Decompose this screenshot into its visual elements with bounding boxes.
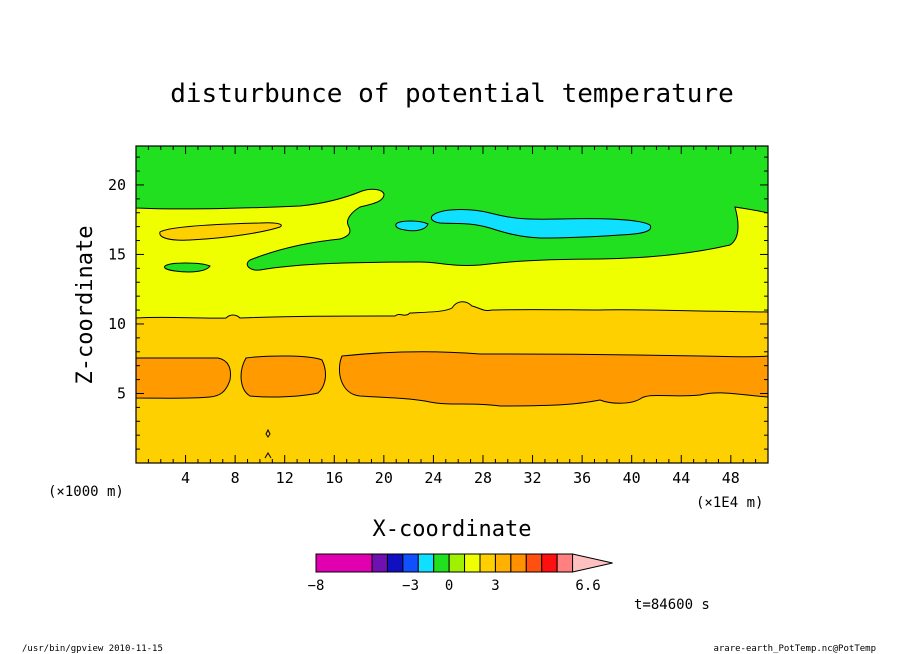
colorbar-segment xyxy=(371,553,388,573)
colorbar-segment xyxy=(448,553,466,573)
x-tick-label: 40 xyxy=(623,469,641,487)
colorbar-label: −3 xyxy=(402,578,419,594)
small-contour-1 xyxy=(265,428,271,438)
colorbar: −8 −3 0 3 6.6 xyxy=(308,553,613,594)
band-0-1-patch xyxy=(159,222,282,241)
colorbar-label: 3 xyxy=(491,578,499,594)
footer-right: arare-earth_PotTemp.nc@PotTemp xyxy=(713,644,876,654)
y-tick-label: 15 xyxy=(108,245,126,263)
colorbar-segment xyxy=(479,553,496,573)
colorbar-segment xyxy=(541,553,558,573)
x-tick-label: 4 xyxy=(181,469,190,487)
colorbar-segment xyxy=(510,553,527,573)
x-unit-right: (×1E4 m) xyxy=(696,495,763,511)
x-tick-label: 8 xyxy=(231,469,240,487)
band-1-2-c xyxy=(338,351,769,407)
band-neg3-neg2 xyxy=(430,209,652,239)
x-tick-label: 24 xyxy=(424,469,442,487)
x-axis: 4 8 12 16 20 24 28 32 36 40 44 48 xyxy=(147,146,757,487)
colorbar-segment xyxy=(417,553,435,573)
time-label: t=84600 s xyxy=(634,597,710,613)
x-tick-label: 48 xyxy=(722,469,740,487)
colorbar-label: 6.6 xyxy=(575,578,600,594)
x-tick-label: 12 xyxy=(276,469,294,487)
chart-title: disturbunce of potential temperature xyxy=(170,79,734,109)
colorbar-segment xyxy=(386,553,404,573)
colorbar-segment xyxy=(556,553,574,573)
colorbar-segment xyxy=(464,553,481,573)
x-tick-label: 16 xyxy=(325,469,343,487)
y-axis: 5 10 15 20 xyxy=(108,156,768,450)
band-1-2-b xyxy=(240,355,326,398)
band-neg2-neg1 xyxy=(135,145,769,271)
colorbar-label: 0 xyxy=(445,578,453,594)
colorbar-arrow xyxy=(572,553,613,573)
footer-left: /usr/bin/gpview 2010-11-15 xyxy=(22,644,163,654)
x-tick-label: 32 xyxy=(524,469,542,487)
colorbar-segment xyxy=(525,553,543,573)
y-tick-label: 10 xyxy=(108,315,126,333)
x-tick-label: 20 xyxy=(375,469,393,487)
x-tick-label: 28 xyxy=(474,469,492,487)
contour-field xyxy=(135,145,769,464)
colorbar-label: −8 xyxy=(308,578,325,594)
x-tick-label: 36 xyxy=(573,469,591,487)
band-neg2-neg1-small xyxy=(164,262,211,273)
colorbar-segment xyxy=(433,553,450,573)
small-contour-2 xyxy=(264,452,272,459)
colorbar-segment xyxy=(494,553,512,573)
x-tick-label: 44 xyxy=(672,469,690,487)
colorbar-segment xyxy=(315,553,373,573)
y-tick-label: 5 xyxy=(117,384,126,402)
plot-frame xyxy=(135,145,769,464)
x-unit-left: (×1000 m) xyxy=(48,484,124,500)
colorbar-segment xyxy=(402,553,419,573)
y-axis-title: Z-coordinate xyxy=(73,226,98,385)
y-tick-label: 20 xyxy=(108,176,126,194)
band-neg3-neg2-small xyxy=(395,220,429,232)
x-axis-title: X-coordinate xyxy=(373,517,532,542)
band-1-2-a xyxy=(135,357,231,399)
